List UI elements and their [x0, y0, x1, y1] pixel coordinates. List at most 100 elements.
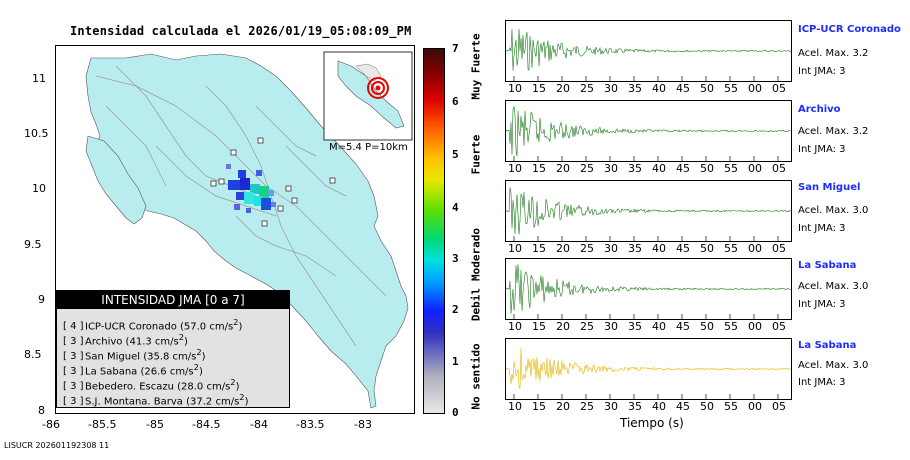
roads [95, 65, 387, 347]
trace-tick-label: 40 [652, 400, 666, 413]
trace-tick-label: 30 [604, 82, 618, 95]
station-accel: Acel. Max. 3.2 [798, 48, 869, 59]
map-canvas [85, 51, 413, 409]
legend-row: [ 3 ]Archivo (41.3 cm/s2) [63, 332, 188, 348]
trace-tick-label: 55 [724, 400, 738, 413]
y-tick-10: 10 [32, 182, 46, 195]
trace-tick-label: 55 [724, 242, 738, 255]
trace-tick-label: 40 [652, 320, 666, 333]
legend-row: [ 3 ]San Miguel (35.8 cm/s2) [63, 347, 206, 363]
legend-row: [ 4 ]ICP-UCR Coronado (57.0 cm/s2) [63, 317, 243, 333]
trace-tick-label: 30 [604, 320, 618, 333]
waveform-svg [506, 187, 791, 241]
trace-tick-label: 00 [748, 400, 762, 413]
trace-tick-label: 25 [580, 400, 594, 413]
trace-tick-label: 35 [628, 400, 642, 413]
legend-row: [ 3 ]Bebedero. Escazu (28.0 cm/s2) [63, 377, 240, 393]
legend-row: [ 3 ]La Sabana (26.6 cm/s2) [63, 362, 203, 378]
trace-tick-label: 05 [772, 82, 786, 95]
cb-tick: 7 [452, 42, 459, 55]
legend-level: [ 3 ] [63, 381, 84, 393]
time-axis-title: Tiempo (s) [620, 416, 684, 430]
trace-tick-label: 50 [700, 242, 714, 255]
target-icon [367, 77, 389, 99]
station-name: La Sabana [798, 340, 857, 351]
trace-tick-label: 55 [724, 162, 738, 175]
waveform-trace [506, 187, 791, 235]
trace-tick-label: 45 [676, 320, 690, 333]
intensity-legend: INTENSIDAD JMA [0 a 7] [ 4 ]ICP-UCR Coro… [56, 290, 290, 408]
trace-tick-label: 20 [556, 82, 570, 95]
cb-tick: 6 [452, 95, 459, 108]
station-jma: Int JMA: 3 [798, 377, 846, 388]
trace-tick-label: 00 [748, 162, 762, 175]
intensity-cells [226, 164, 276, 213]
trace-tick-label: 05 [772, 400, 786, 413]
station-jma: Int JMA: 3 [798, 144, 846, 155]
waveform-panel-3[interactable] [505, 180, 792, 242]
station-jma: Int JMA: 3 [798, 66, 846, 77]
cb-tick: 5 [452, 148, 459, 161]
trace-tick-label: 30 [604, 162, 618, 175]
magnitude-depth-label: M=5.4 P=10km [329, 142, 408, 153]
x-tick-neg83-5: -83.5 [296, 418, 325, 431]
waveform-svg [506, 106, 791, 161]
trace-tick-label: 45 [676, 400, 690, 413]
station-accel: Acel. Max. 3.0 [798, 360, 869, 371]
y-tick-8: 8 [38, 404, 45, 417]
legend-level: [ 3 ] [63, 351, 84, 363]
x-tick-neg83: -83 [354, 418, 372, 431]
waveform-panel-2[interactable] [505, 100, 792, 162]
waveform-trace [506, 264, 791, 314]
intensity-colorbar [423, 48, 445, 414]
trace-tick-label: 50 [700, 400, 714, 413]
trace-tick-label: 10 [508, 320, 522, 333]
trace-tick-label: 45 [676, 82, 690, 95]
station-accel: Acel. Max. 3.0 [798, 205, 869, 216]
waveform-trace [506, 347, 791, 389]
trace-tick-label: 05 [772, 162, 786, 175]
trace-tick-label: 45 [676, 162, 690, 175]
legend-row: [ 3 ]S.J. Montana. Barva (37.2 cm/s2) [63, 392, 249, 408]
waveform-panel-4[interactable] [505, 258, 792, 320]
trace-tick-label: 00 [748, 320, 762, 333]
nicoya-peninsula [85, 135, 147, 225]
trace-tick-label: 10 [508, 162, 522, 175]
trace-tick-label: 30 [604, 242, 618, 255]
waveform-panel-5[interactable] [505, 338, 792, 400]
legend-level: [ 3 ] [63, 336, 84, 348]
x-tick-neg85-5: -85.5 [88, 418, 117, 431]
station-jma: Int JMA: 3 [798, 223, 846, 234]
trace-tick-label: 15 [532, 162, 546, 175]
trace-tick-label: 25 [580, 242, 594, 255]
waveform-panel-1[interactable] [505, 20, 792, 82]
cb-tick: 3 [452, 252, 459, 265]
waveform-trace [506, 28, 791, 71]
legend-header: INTENSIDAD JMA [0 a 7] [57, 291, 289, 309]
trace-tick-label: 35 [628, 320, 642, 333]
trace-tick-label: 10 [508, 82, 522, 95]
trace-tick-label: 50 [700, 320, 714, 333]
trace-tick-label: 15 [532, 400, 546, 413]
trace-tick-label: 10 [508, 400, 522, 413]
trace-tick-label: 20 [556, 242, 570, 255]
station-accel: Acel. Max. 3.0 [798, 281, 869, 292]
station-accel: Acel. Max. 3.2 [798, 126, 869, 137]
y-tick-11: 11 [32, 72, 46, 85]
y-tick-10-5: 10.5 [24, 127, 49, 140]
cb-tick: 4 [452, 201, 459, 214]
trace-tick-label: 35 [628, 242, 642, 255]
trace-tick-label: 55 [724, 82, 738, 95]
station-jma: Int JMA: 3 [798, 299, 846, 310]
trace-tick-label: 35 [628, 82, 642, 95]
waveform-svg [506, 347, 791, 399]
trace-tick-label: 40 [652, 82, 666, 95]
legend-level: [ 3 ] [63, 396, 84, 408]
trace-tick-label: 00 [748, 242, 762, 255]
trace-tick-label: 45 [676, 242, 690, 255]
station-name: La Sabana [798, 260, 857, 271]
waveform-svg [506, 264, 791, 319]
waveform-trace [506, 106, 791, 157]
y-tick-8-5: 8.5 [24, 348, 42, 361]
trace-tick-label: 25 [580, 320, 594, 333]
